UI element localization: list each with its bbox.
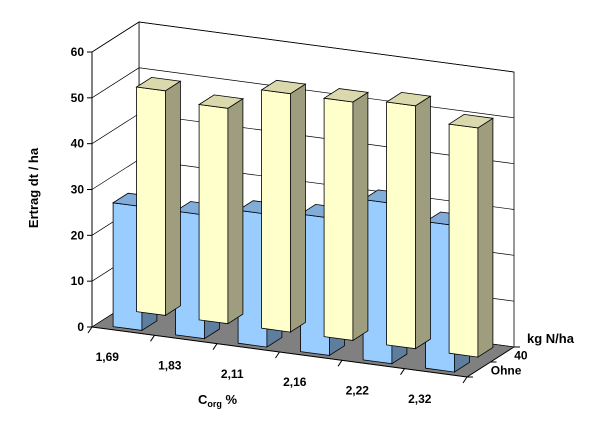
bar-side-face <box>477 117 494 358</box>
bar-top-face <box>447 113 495 129</box>
bar <box>197 94 245 325</box>
bar-top-face <box>260 79 307 95</box>
bar-front-face <box>198 104 229 325</box>
y-tick-label: 10 <box>71 274 85 288</box>
x-tick-mark <box>150 335 155 342</box>
tick-labels: 01020304050601,691,832,112,162,222,3240O… <box>71 45 528 406</box>
x-tick-mark <box>337 360 343 367</box>
bar-top-face <box>135 76 182 92</box>
x-axis-title-suffix: % <box>222 392 238 407</box>
bar-side-face <box>289 83 306 333</box>
bar-top-face <box>385 91 432 107</box>
y-tick-label: 20 <box>71 228 85 242</box>
bars <box>111 76 495 373</box>
y-tick-label: 30 <box>71 183 85 197</box>
x-axis-title: Corg % <box>198 392 238 409</box>
z-tick-label: Ohne <box>491 364 522 378</box>
x-tick-label: 2,22 <box>346 384 370 398</box>
bar <box>135 76 182 317</box>
bar-top-face <box>197 94 245 109</box>
x-tick-mark <box>275 351 280 359</box>
bar-front-face <box>136 86 166 316</box>
z-tick-label: 40 <box>514 349 528 363</box>
bar-top-face <box>322 88 370 103</box>
bar-front-face <box>386 101 416 350</box>
bar-side-face <box>414 95 431 350</box>
x-tick-label: 1,83 <box>158 359 182 373</box>
bar-front-face <box>323 97 354 341</box>
x-tick-label: 2,11 <box>221 367 244 381</box>
x-axis-title-main: C <box>198 392 208 407</box>
axes <box>87 51 520 384</box>
y-tick-label: 60 <box>71 45 85 59</box>
bar-front-face <box>261 89 291 333</box>
bar <box>385 91 432 350</box>
gridline <box>91 21 515 73</box>
y-tick-label: 50 <box>71 91 85 105</box>
bar-side-face <box>227 97 244 325</box>
x-tick-mark <box>212 343 218 350</box>
bar <box>447 113 495 358</box>
x-tick-mark <box>400 368 405 375</box>
bar <box>322 88 370 342</box>
x-tick-mark <box>87 326 93 334</box>
x-axis-title-sub: org <box>207 399 222 409</box>
x-tick-label: 2,32 <box>408 392 432 406</box>
z-axis-title: kg N/ha <box>527 331 575 346</box>
bar-front-face <box>448 123 479 358</box>
bar-side-face <box>352 91 369 342</box>
bar-side-face <box>164 80 181 317</box>
y-axis-title: Ertrag dt / ha <box>26 147 41 228</box>
x-tick-label: 1,69 <box>96 350 120 364</box>
y-tick-label: 0 <box>77 320 84 334</box>
y-tick-label: 40 <box>71 137 85 151</box>
x-tick-label: 2,16 <box>283 375 307 389</box>
bar <box>260 79 307 333</box>
x-tick-mark <box>462 376 468 384</box>
